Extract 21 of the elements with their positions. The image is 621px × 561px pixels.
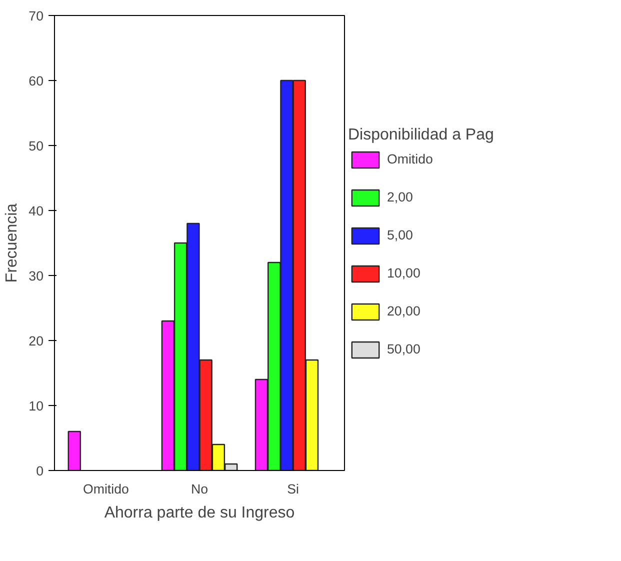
legend-label: 10,00 (387, 266, 420, 280)
legend-label: 50,00 (387, 342, 420, 356)
x-tick-label: Omitido (82, 482, 129, 496)
y-tick-label: 50 (28, 138, 44, 154)
legend-label: 20,00 (387, 304, 420, 318)
x-axis-title: Ahorra parte de su Ingreso (104, 504, 295, 522)
y-tick-label: 40 (28, 204, 44, 218)
y-tick-label: 0 (36, 464, 44, 478)
y-tick-label: 20 (28, 334, 44, 348)
y-axis-title: Frecuencia (4, 203, 21, 283)
y-tick-label: 60 (28, 74, 44, 88)
legend-label: Omitido (387, 152, 433, 166)
y-tick-label: 30 (28, 268, 44, 284)
y-tick-label: 70 (28, 8, 44, 24)
legend-title: Disponibilidad a Pag (348, 126, 494, 144)
legend-label: 5,00 (387, 228, 413, 242)
y-tick-label: 10 (28, 398, 44, 414)
x-tick-label: No (190, 482, 208, 496)
legend-label: 2,00 (387, 190, 413, 204)
bar (68, 430, 81, 470)
x-tick-label: Si (287, 482, 300, 496)
